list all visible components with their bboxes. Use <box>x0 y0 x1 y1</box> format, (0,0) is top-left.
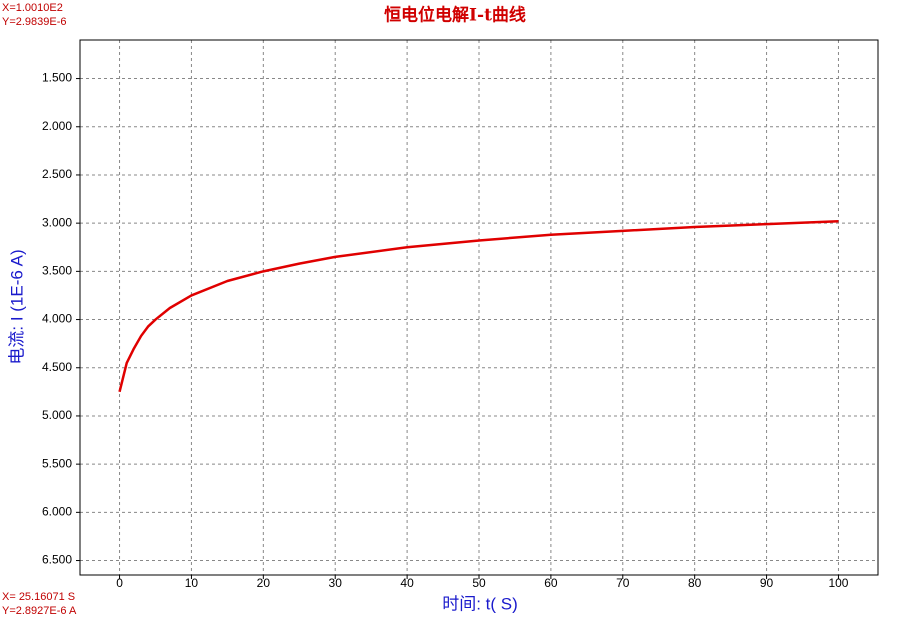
x-tick-label: 100 <box>828 576 848 590</box>
x-tick-label: 40 <box>400 576 414 590</box>
pointer-y: Y=2.8927E-6 A <box>2 605 77 617</box>
x-tick-label: 20 <box>257 576 271 590</box>
plot-frame <box>79 39 879 576</box>
pointer-x: X= 25.16071 S <box>2 591 75 603</box>
y-axis-label: 电流: I (1E-6 A) <box>7 249 26 364</box>
x-tick-label: 60 <box>544 576 558 590</box>
data-line <box>118 219 839 393</box>
x-tick-label: 70 <box>616 576 630 590</box>
x-tick-label: 10 <box>185 576 199 590</box>
y-tick-label: 4.500 <box>42 360 72 374</box>
y-tick-label: 6.000 <box>42 505 72 519</box>
cursor-y: Y=2.9839E-6 <box>2 16 67 28</box>
y-tick-label: 4.000 <box>42 312 72 326</box>
y-tick-label: 2.500 <box>42 167 72 181</box>
x-tick-label: 80 <box>688 576 702 590</box>
y-tick-label: 6.500 <box>42 553 72 567</box>
y-tick-label: 5.500 <box>42 456 72 470</box>
y-tick-label: 3.500 <box>42 264 72 278</box>
x-tick-label: 0 <box>116 576 123 590</box>
cursor-x: X=1.0010E2 <box>2 2 63 14</box>
y-tick-label: 2.000 <box>42 119 72 133</box>
chart-title: 恒电位电解I-t曲线 <box>384 5 526 26</box>
x-tick-label: 30 <box>329 576 343 590</box>
y-tick-label: 3.000 <box>42 215 72 229</box>
x-axis-label: 时间: t( S) <box>442 594 518 613</box>
x-tick-label: 50 <box>472 576 486 590</box>
y-tick-label: 1.500 <box>42 71 72 85</box>
x-tick-label: 90 <box>760 576 774 590</box>
y-tick-label: 5.000 <box>42 408 72 422</box>
